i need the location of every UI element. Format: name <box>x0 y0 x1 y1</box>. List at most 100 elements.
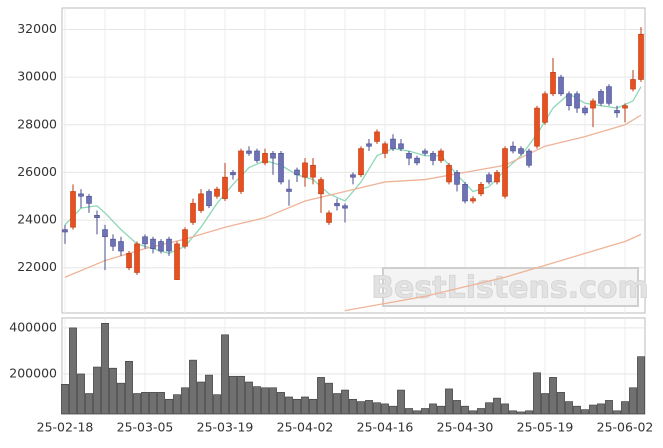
volume-bar <box>445 388 453 415</box>
candle-body <box>342 205 348 209</box>
volume-bar <box>213 394 221 415</box>
volume-bar <box>93 366 101 415</box>
volume-bar <box>525 410 533 415</box>
candle-body <box>382 143 388 154</box>
candle-body <box>478 184 484 195</box>
volume-bar <box>437 405 445 415</box>
volume-bar <box>261 387 269 415</box>
candle-body <box>150 238 156 249</box>
candle-body <box>326 212 332 223</box>
volume-bar <box>629 387 637 415</box>
candle-body <box>134 243 140 273</box>
volume-bar <box>85 393 93 415</box>
candle-body <box>86 195 92 204</box>
candle-body <box>214 188 220 197</box>
volume-bar <box>77 373 85 415</box>
candle-body <box>206 191 212 207</box>
watermark-box <box>382 267 639 307</box>
candle-body <box>102 229 108 238</box>
volume-bar <box>597 403 605 415</box>
candle-body <box>278 153 284 183</box>
candle-body <box>398 143 404 149</box>
volume-bar <box>453 400 461 415</box>
candle-body <box>390 138 396 149</box>
candle-body <box>614 110 620 114</box>
x-tick-label: 25-03-05 <box>117 420 174 435</box>
volume-bar <box>533 372 541 415</box>
candle-body <box>454 172 460 185</box>
candle-body <box>174 243 180 280</box>
volume-bar <box>245 381 253 415</box>
volume-bar <box>541 393 549 415</box>
candle-body <box>430 153 436 161</box>
candle-body <box>510 145 516 152</box>
candle-body <box>110 238 116 247</box>
candle-body <box>502 148 508 197</box>
candle-body <box>462 184 468 202</box>
volume-bar <box>341 389 349 415</box>
candle-body <box>550 72 556 95</box>
volume-bar <box>373 402 381 415</box>
candle-body <box>622 105 628 109</box>
y-tick-label: 28000 <box>17 116 57 131</box>
candle-body <box>358 148 364 176</box>
volume-bar <box>429 403 437 415</box>
volume-bar <box>325 382 333 415</box>
candle-body <box>366 143 372 147</box>
candle-body <box>422 150 428 154</box>
volume-bar <box>349 398 357 415</box>
candle-body <box>238 150 244 192</box>
candle-body <box>518 148 524 154</box>
candle-body <box>526 150 532 166</box>
candle-body <box>558 76 564 95</box>
candle-body <box>638 33 644 80</box>
volume-bar <box>421 408 429 415</box>
volume-bar <box>301 396 309 415</box>
volume-bar <box>109 367 117 415</box>
y-tick-label: 22000 <box>17 259 57 274</box>
volume-bar <box>101 322 109 415</box>
volume-bar <box>485 402 493 415</box>
candle-body <box>574 93 580 109</box>
volume-bar <box>149 392 157 415</box>
volume-bar <box>293 398 301 415</box>
candle-body <box>126 253 132 269</box>
y-tick-label: 32000 <box>17 21 57 36</box>
x-tick-label: 25-06-02 <box>597 420 654 435</box>
volume-bar <box>517 411 525 415</box>
y-tick-label: 24000 <box>17 212 57 227</box>
volume-bar <box>389 405 397 415</box>
candle-body <box>78 193 84 197</box>
candle-body <box>566 93 572 106</box>
candle-body <box>246 150 252 154</box>
x-tick-label: 25-04-16 <box>357 420 414 435</box>
volume-bar <box>477 408 485 415</box>
y-tick-label: 30000 <box>17 69 57 84</box>
volume-bar <box>589 404 597 415</box>
volume-bar <box>557 392 565 415</box>
candle-body <box>406 153 412 159</box>
x-tick-label: 25-04-02 <box>277 420 334 435</box>
candle-body <box>270 153 276 159</box>
volume-bar <box>197 381 205 415</box>
y-tick-label: 200000 <box>9 365 57 380</box>
candle-body <box>230 172 236 176</box>
candle-body <box>334 203 340 207</box>
volume-bar <box>509 410 517 415</box>
volume-bar <box>605 400 613 415</box>
moving-average-line <box>64 114 642 278</box>
candle-body <box>486 174 492 183</box>
candle-body <box>630 79 636 90</box>
candle-body <box>222 176 228 199</box>
candle-body <box>182 229 188 247</box>
candle-body <box>94 215 100 218</box>
x-tick-label: 25-04-30 <box>437 420 494 435</box>
candle-body <box>142 236 148 245</box>
candle-body <box>446 164 452 183</box>
volume-bar <box>189 359 197 415</box>
volume-bar <box>157 392 165 415</box>
volume-bar <box>501 403 509 415</box>
candle-body <box>198 193 204 211</box>
volume-bar <box>69 327 77 415</box>
candle-body <box>190 203 196 223</box>
